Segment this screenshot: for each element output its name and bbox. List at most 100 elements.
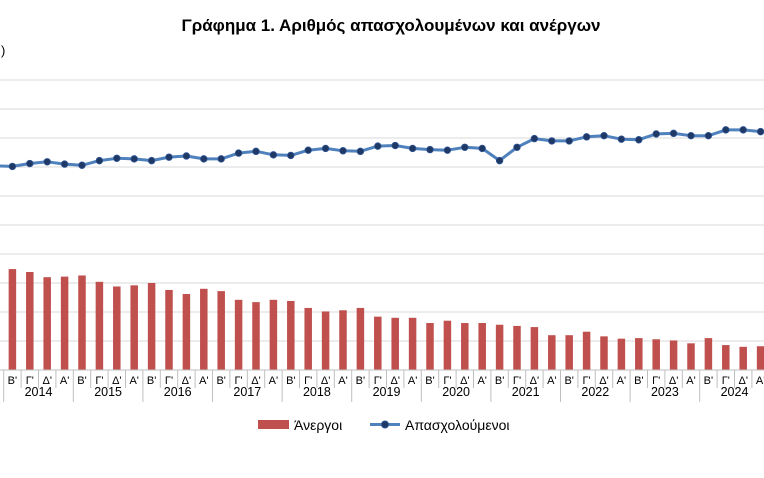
quarter-tick-label: Α' xyxy=(269,375,278,387)
point-employed xyxy=(600,131,608,140)
bar-unemployed xyxy=(478,323,486,370)
quarter-tick-label: Γ' xyxy=(95,375,103,387)
bar-unemployed xyxy=(304,307,312,370)
point-employed xyxy=(722,126,730,134)
quarter-tick-label: Α' xyxy=(408,375,417,387)
bar-unemployed xyxy=(95,281,104,370)
quarter-tick-label: Γ' xyxy=(26,375,34,387)
point-employed xyxy=(26,159,34,168)
bar-unemployed xyxy=(147,283,156,370)
quarter-tick-label: Α' xyxy=(756,375,764,387)
year-tick-label: 2015 xyxy=(94,385,122,399)
quarter-tick-label: Β' xyxy=(425,375,434,387)
bar-unemployed xyxy=(200,288,208,370)
bar-unemployed xyxy=(426,323,434,370)
bar-unemployed xyxy=(582,331,591,370)
point-employed xyxy=(635,136,643,144)
point-employed xyxy=(304,146,312,154)
quarter-tick-label: Δ' xyxy=(182,375,191,387)
point-employed xyxy=(147,156,156,165)
quarter-tick-label: Β' xyxy=(77,375,86,387)
x-axis: Α' Β' Γ' Δ' Α' Β' Γ' Δ' Α' Β' Γ' Δ' Α' Β' Γ' Δ' Α' Β' Γ' Δ'… xyxy=(0,369,764,402)
legend-swatch-unemployed xyxy=(258,420,289,429)
year-tick-label: 2023 xyxy=(651,385,679,399)
quarter-tick-label: Γ' xyxy=(304,375,312,387)
year-tick-label: 2018 xyxy=(303,385,331,399)
quarter-tick-label: Γ' xyxy=(443,375,451,387)
quarter-tick-label: Β' xyxy=(634,375,643,387)
point-employed xyxy=(217,155,225,163)
bar-unemployed xyxy=(513,325,521,370)
quarter-tick-label: Α' xyxy=(686,375,695,387)
bar-unemployed xyxy=(8,269,17,370)
point-employed xyxy=(78,161,86,169)
quarter-tick-label: Γ' xyxy=(374,375,382,387)
bar-unemployed xyxy=(26,271,34,370)
quarter-tick-label: Δ' xyxy=(321,375,330,387)
legend: Άνεργοι Απασχολούμενοι xyxy=(258,417,509,433)
bar-unemployed xyxy=(165,289,173,370)
point-employed xyxy=(704,131,713,140)
year-tick-label: 2024 xyxy=(721,385,749,399)
point-employed xyxy=(478,144,486,153)
bar-unemployed xyxy=(43,277,51,370)
quarter-tick-label: Δ' xyxy=(669,375,678,387)
quarter-tick-label: Δ' xyxy=(738,375,747,387)
bar-unemployed xyxy=(617,338,626,370)
point-employed xyxy=(565,137,573,145)
quarter-tick-label: Β' xyxy=(216,375,225,387)
legend-marker-employed xyxy=(381,420,389,429)
point-employed xyxy=(461,143,469,151)
bar-unemployed xyxy=(530,327,539,370)
quarter-tick-label: Γ' xyxy=(652,375,660,387)
chart-title: Γράφημα 1. Αριθμός απασχολουμένων και αν… xyxy=(181,16,600,35)
point-employed xyxy=(652,130,660,138)
bar-unemployed xyxy=(78,275,86,370)
y-axis-label-fragment: ) xyxy=(1,43,5,58)
year-tick-label: 2016 xyxy=(164,385,192,399)
gridlines xyxy=(0,79,764,371)
quarter-tick-label: Α' xyxy=(338,375,347,387)
point-employed xyxy=(95,156,104,165)
point-employed xyxy=(756,127,764,136)
point-employed xyxy=(687,131,695,140)
point-employed xyxy=(426,145,434,154)
point-employed xyxy=(548,137,556,145)
point-employed xyxy=(669,129,678,138)
bar-unemployed xyxy=(704,338,713,370)
point-employed xyxy=(617,135,626,143)
point-employed xyxy=(374,142,382,150)
quarter-tick-label: Δ' xyxy=(460,375,469,387)
point-employed xyxy=(182,152,191,160)
bar-unemployed xyxy=(408,317,417,370)
year-tick-label: 2022 xyxy=(581,385,609,399)
year-tick-label: 2017 xyxy=(233,385,261,399)
point-employed xyxy=(43,158,51,166)
bar-unemployed xyxy=(339,310,347,370)
bar-unemployed xyxy=(113,286,121,370)
point-employed xyxy=(530,134,539,143)
point-employed xyxy=(269,151,278,159)
quarter-tick-label: Β' xyxy=(704,375,713,387)
bar-unemployed xyxy=(687,343,695,370)
bar-unemployed xyxy=(321,311,330,370)
point-employed xyxy=(200,155,208,163)
bar-unemployed xyxy=(669,340,678,370)
year-tick-label: 2020 xyxy=(442,385,470,399)
year-tick-label: 2014 xyxy=(25,385,53,399)
bar-unemployed xyxy=(722,345,730,370)
point-employed xyxy=(582,133,591,141)
bar-unemployed xyxy=(130,285,138,370)
legend-label-employed: Απασχολούμενοι xyxy=(405,417,509,433)
bar-unemployed xyxy=(739,346,747,370)
quarter-tick-label: Α' xyxy=(129,375,138,387)
bar-unemployed xyxy=(182,294,191,370)
quarter-tick-label: Β' xyxy=(147,375,156,387)
quarter-tick-label: Α' xyxy=(60,375,69,387)
employed-line xyxy=(0,126,764,171)
bar-unemployed xyxy=(269,299,278,370)
quarter-tick-label: Δ' xyxy=(390,375,399,387)
bar-unemployed xyxy=(495,324,504,370)
point-employed xyxy=(356,147,365,156)
quarter-tick-label: Β' xyxy=(495,375,504,387)
